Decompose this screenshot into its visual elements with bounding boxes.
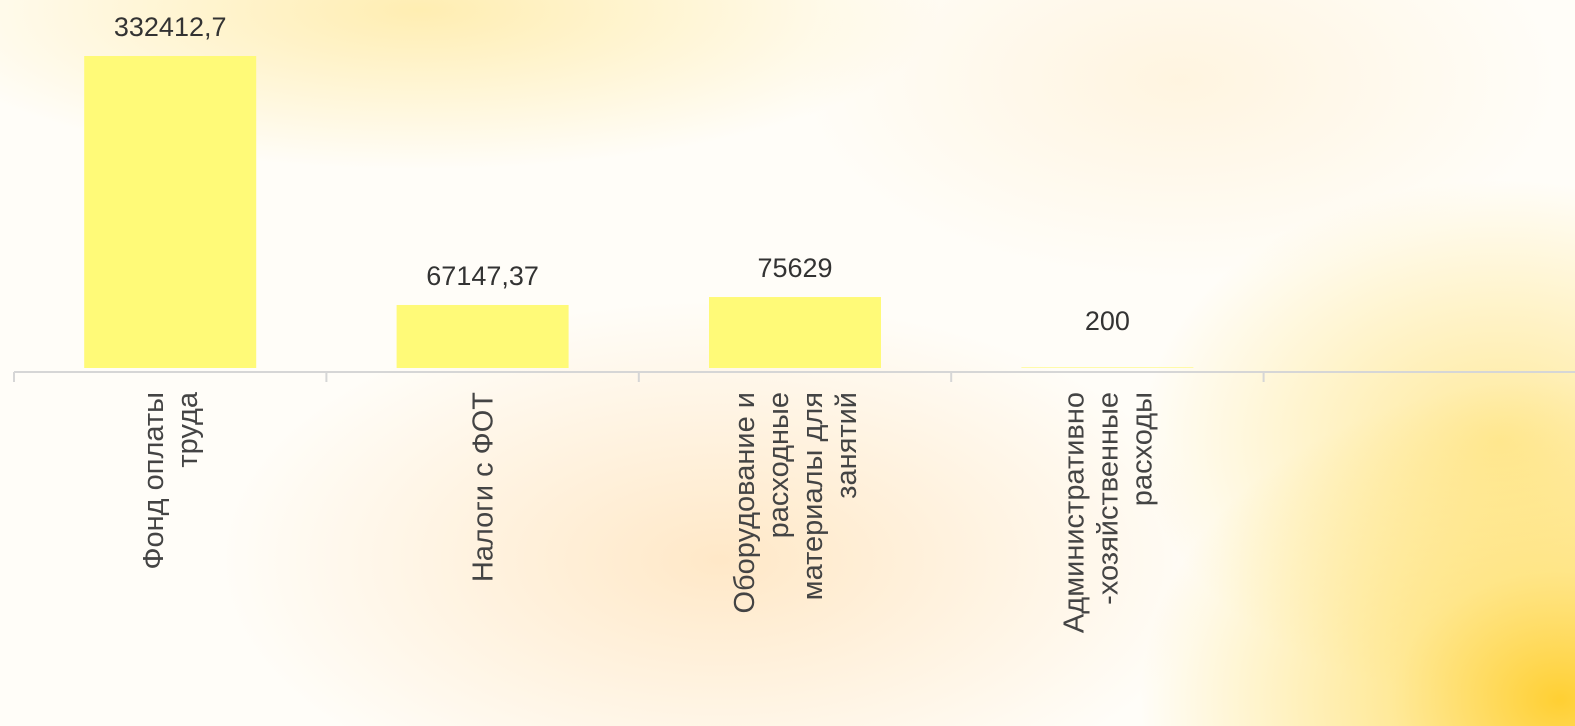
category-label: Оборудование и расходные материалы для заня… (729, 392, 863, 614)
category-label-line: расходные (763, 392, 795, 538)
category-label-line: -хозяйственные (1092, 392, 1124, 605)
category-label-line: Фонд оплаты (138, 392, 170, 570)
category-label-line: расходы (1126, 392, 1158, 506)
data-label: 332412,7 (114, 12, 227, 42)
category-labels-group: Фонд оплаты труда Налоги с ФОТ Оборудование… (138, 391, 1158, 633)
category-label: Фонд оплаты труда (138, 391, 204, 569)
category-label: Налоги с ФОТ (468, 392, 500, 582)
category-label-line: труда (172, 391, 204, 468)
category-label-line: Налоги с ФОТ (468, 392, 500, 582)
bar (84, 56, 257, 368)
category-label-line: Административно (1058, 392, 1090, 633)
bar (1021, 367, 1194, 368)
data-labels-group: 332412,7 67147,37 75629 200 (114, 12, 1130, 336)
bars-group (84, 56, 1194, 368)
x-axis (13, 371, 1575, 382)
data-label: 75629 (757, 253, 832, 283)
category-label-line: материалы для (797, 392, 829, 600)
data-label: 67147,37 (426, 261, 539, 291)
category-label-line: занятий (831, 392, 863, 499)
bar (396, 304, 569, 368)
data-label: 200 (1085, 306, 1130, 336)
category-label: Административно -хозяйственные расходы (1058, 392, 1158, 633)
category-label-line: Оборудование и (729, 392, 761, 614)
bar (709, 297, 881, 368)
